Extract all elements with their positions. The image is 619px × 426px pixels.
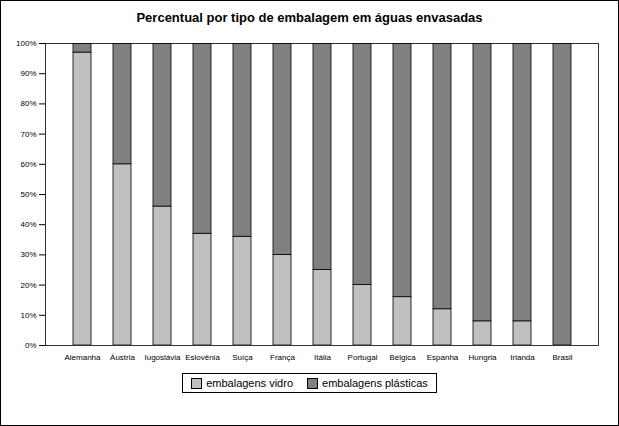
- html-text:Percentual por tipo de embalag: Percentual por tipo de embalagem em água…: [136, 10, 483, 25]
- svg-text:Irlanda: Irlanda: [510, 353, 535, 362]
- svg-text:Suíça: Suíça: [232, 353, 253, 362]
- svg-text:Hungria: Hungria: [468, 353, 497, 362]
- svg-text:90%: 90%: [20, 69, 36, 78]
- svg-text:Portugal: Portugal: [348, 353, 378, 362]
- svg-text:70%: 70%: [20, 130, 36, 139]
- svg-text:0%: 0%: [25, 341, 37, 350]
- svg-text:10%: 10%: [20, 311, 36, 320]
- svg-text:40%: 40%: [20, 220, 36, 229]
- svg-text:100%: 100%: [16, 39, 36, 48]
- svg-text:Iugoslávia: Iugoslávia: [144, 353, 181, 362]
- svg-text:Eslovênia: Eslovênia: [185, 353, 220, 362]
- svg-text:Espanha: Espanha: [427, 353, 459, 362]
- svg-text:Alemanha: Alemanha: [64, 353, 101, 362]
- svg-text:20%: 20%: [20, 281, 36, 290]
- svg-text:60%: 60%: [20, 160, 36, 169]
- svg-text:Áustria: Áustria: [110, 353, 135, 362]
- svg-text:Brasil: Brasil: [552, 353, 572, 362]
- html-text:embalagens plásticas: embalagens plásticas: [322, 377, 428, 389]
- html-text:embalagens vidro: embalagens vidro: [206, 377, 293, 389]
- svg-text:30%: 30%: [20, 250, 36, 259]
- svg-text:50%: 50%: [20, 190, 36, 199]
- svg-text:80%: 80%: [20, 99, 36, 108]
- svg-text:Itália: Itália: [314, 353, 331, 362]
- svg-text:Bélgica: Bélgica: [389, 353, 416, 362]
- svg-text:França: França: [270, 353, 295, 362]
